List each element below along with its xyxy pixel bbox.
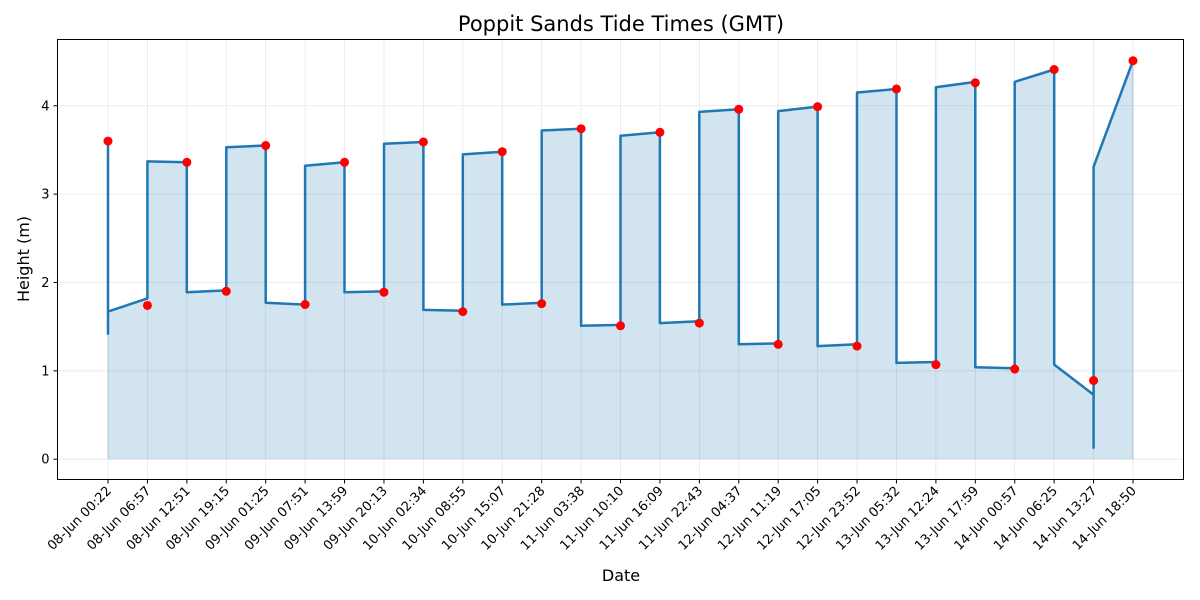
tide-point [103,136,113,146]
tide-point [852,341,862,351]
y-tick-label: 2 [41,276,49,291]
tide-markers [103,56,1138,386]
chart-title: Poppit Sands Tide Times (GMT) [458,12,784,36]
tide-point [931,360,941,370]
y-axis-ticks: 0 1 2 3 4 [41,99,58,468]
tide-point [773,339,783,349]
tide-point [221,286,231,296]
y-tick-label: 3 [41,188,49,203]
tide-point [418,137,428,147]
tide-point [1128,56,1138,66]
tide-point [813,102,823,112]
tide-point [497,147,507,157]
tide-point [891,84,901,94]
tide-point [458,307,468,317]
x-axis-label: Date [602,566,640,585]
y-tick-label: 0 [41,453,49,468]
tide-point [970,78,980,88]
y-axis-label: Height (m) [14,216,33,302]
y-tick-label: 1 [41,364,49,379]
tide-point [1010,364,1020,374]
tide-point [537,299,547,309]
tide-point [182,157,192,167]
tide-point [694,318,704,328]
tide-point [616,321,625,331]
tide-point [655,127,665,137]
tide-point [142,300,152,310]
tide-point [1049,65,1059,75]
tide-point [300,300,310,310]
tide-point [1089,376,1099,386]
tide-point [576,124,586,134]
tide-point [261,141,271,151]
tide-point [734,104,744,114]
y-tick-label: 4 [41,99,49,114]
tide-point [379,287,389,297]
tide-point [340,157,350,167]
